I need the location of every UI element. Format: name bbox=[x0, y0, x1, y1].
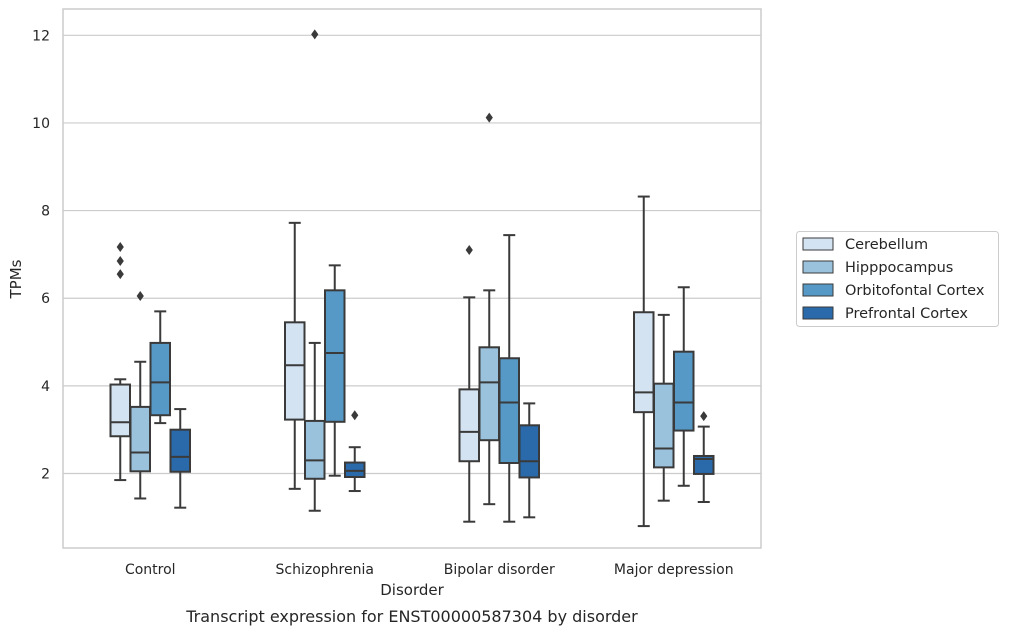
outlier-point bbox=[465, 245, 473, 256]
y-tick-label: 4 bbox=[41, 379, 50, 395]
box-cerebellum bbox=[458, 245, 480, 523]
legend-swatch bbox=[802, 260, 834, 274]
box-orbitofontal-cortex bbox=[149, 310, 171, 425]
x-tick-label: Control bbox=[125, 562, 176, 578]
outlier-point bbox=[136, 291, 144, 302]
chart-caption: Transcript expression for ENST0000058730… bbox=[185, 607, 638, 626]
box-iqr bbox=[693, 454, 715, 475]
y-tick-label: 12 bbox=[32, 28, 50, 44]
box-iqr bbox=[458, 388, 480, 463]
legend-label: Hipppocampus bbox=[845, 260, 953, 276]
box-iqr bbox=[304, 419, 326, 480]
box-iqr bbox=[673, 350, 695, 432]
box-cerebellum bbox=[284, 221, 306, 490]
box-hipppocampus bbox=[129, 291, 151, 500]
outlier-point bbox=[351, 410, 359, 421]
y-tick-label: 6 bbox=[41, 291, 50, 307]
box-iqr bbox=[109, 383, 131, 438]
legend-swatch bbox=[802, 283, 834, 297]
y-tick-label: 10 bbox=[32, 116, 50, 132]
box-prefrontal-cortex bbox=[693, 411, 715, 503]
outlier-point bbox=[700, 411, 708, 422]
box-iqr bbox=[169, 428, 191, 473]
box-iqr bbox=[324, 289, 346, 423]
box-iqr bbox=[284, 321, 306, 421]
x-tick-label: Major depression bbox=[614, 562, 734, 578]
box-iqr bbox=[518, 424, 540, 479]
box-prefrontal-cortex bbox=[518, 402, 540, 519]
legend: Cerebellum Hipppocampus Orbitofontal Corte… bbox=[796, 231, 999, 327]
y-tick-label: 8 bbox=[41, 204, 50, 220]
box-iqr bbox=[633, 311, 655, 414]
box-cerebellum bbox=[633, 195, 655, 528]
outlier-point bbox=[116, 269, 124, 280]
box-iqr bbox=[498, 357, 520, 464]
box-orbitofontal-cortex bbox=[673, 286, 695, 487]
box-hipppocampus bbox=[478, 112, 500, 506]
box-orbitofontal-cortex bbox=[498, 234, 520, 523]
box-iqr bbox=[478, 346, 500, 442]
legend-label: Prefrontal Cortex bbox=[845, 306, 968, 322]
legend-label: Cerebellum bbox=[845, 237, 928, 253]
y-axis-title: TPMs bbox=[7, 259, 25, 299]
legend-swatch bbox=[802, 306, 834, 320]
box-prefrontal-cortex bbox=[344, 410, 366, 493]
box-iqr bbox=[653, 382, 675, 469]
y-tick-label: 2 bbox=[41, 467, 50, 483]
box-orbitofontal-cortex bbox=[324, 264, 346, 477]
legend-frame bbox=[796, 231, 999, 327]
outlier-point bbox=[116, 241, 124, 252]
outlier-point bbox=[116, 255, 124, 266]
legend-label: Orbitofontal Cortex bbox=[845, 283, 985, 299]
box-cerebellum bbox=[109, 241, 131, 482]
box-prefrontal-cortex bbox=[169, 408, 191, 509]
boxes-layer bbox=[109, 29, 715, 528]
box-iqr bbox=[129, 405, 151, 473]
plot-frame bbox=[62, 8, 762, 549]
box-hipppocampus bbox=[653, 313, 675, 502]
box-iqr bbox=[149, 341, 171, 417]
outlier-point bbox=[311, 29, 319, 40]
x-axis-title: Disorder bbox=[380, 581, 444, 599]
x-tick-label: Schizophrenia bbox=[276, 562, 374, 578]
y-axis-ticks: 2 4 6 8 10 12 bbox=[32, 28, 50, 482]
outlier-point bbox=[485, 112, 493, 123]
legend-swatch bbox=[802, 237, 834, 251]
x-tick-label: Bipolar disorder bbox=[444, 562, 555, 578]
box-iqr bbox=[344, 461, 366, 479]
x-axis-ticks: Control Schizophrenia Bipolar disorder Majo… bbox=[125, 562, 734, 578]
box-hipppocampus bbox=[304, 29, 326, 512]
